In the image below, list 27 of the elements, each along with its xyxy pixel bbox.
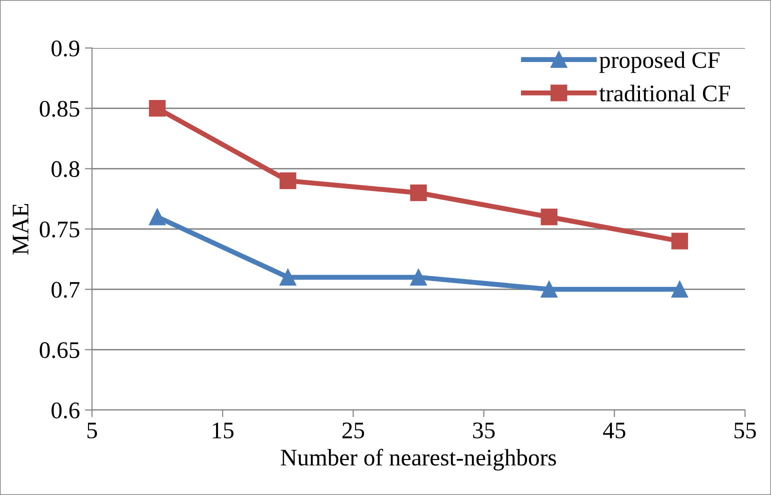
x-tick-label: 15 — [212, 422, 234, 438]
y-tick-label: 0.8 — [52, 161, 80, 178]
point — [540, 281, 558, 298]
point — [280, 172, 296, 190]
y-tick-label: 0.65 — [40, 342, 80, 358]
x-tick-label: 35 — [473, 422, 495, 438]
x-tick-label: 5 — [87, 422, 97, 438]
y-tick-label: 0.9 — [52, 40, 80, 57]
point — [280, 268, 296, 286]
x-tick-label: 55 — [734, 422, 756, 438]
point — [148, 208, 166, 226]
point — [410, 268, 427, 286]
y-tick-label: 0.7 — [52, 282, 80, 298]
point — [671, 232, 688, 250]
x-axis-title: Number of nearest-neighbors — [280, 448, 556, 470]
point — [148, 100, 166, 117]
x-tick-label: 45 — [603, 422, 626, 438]
legend-label: traditional CF — [599, 84, 730, 102]
point — [671, 281, 688, 298]
point — [540, 208, 558, 226]
y-tick-label: 0.6 — [52, 402, 80, 419]
y-tick-label: 0.85 — [40, 100, 80, 117]
point — [410, 184, 427, 202]
x-tick-label: 25 — [342, 422, 364, 438]
y-axis-title: MAE — [12, 204, 28, 255]
legend-label: proposed CF — [599, 51, 720, 73]
y-tick-label: 0.75 — [40, 221, 80, 238]
